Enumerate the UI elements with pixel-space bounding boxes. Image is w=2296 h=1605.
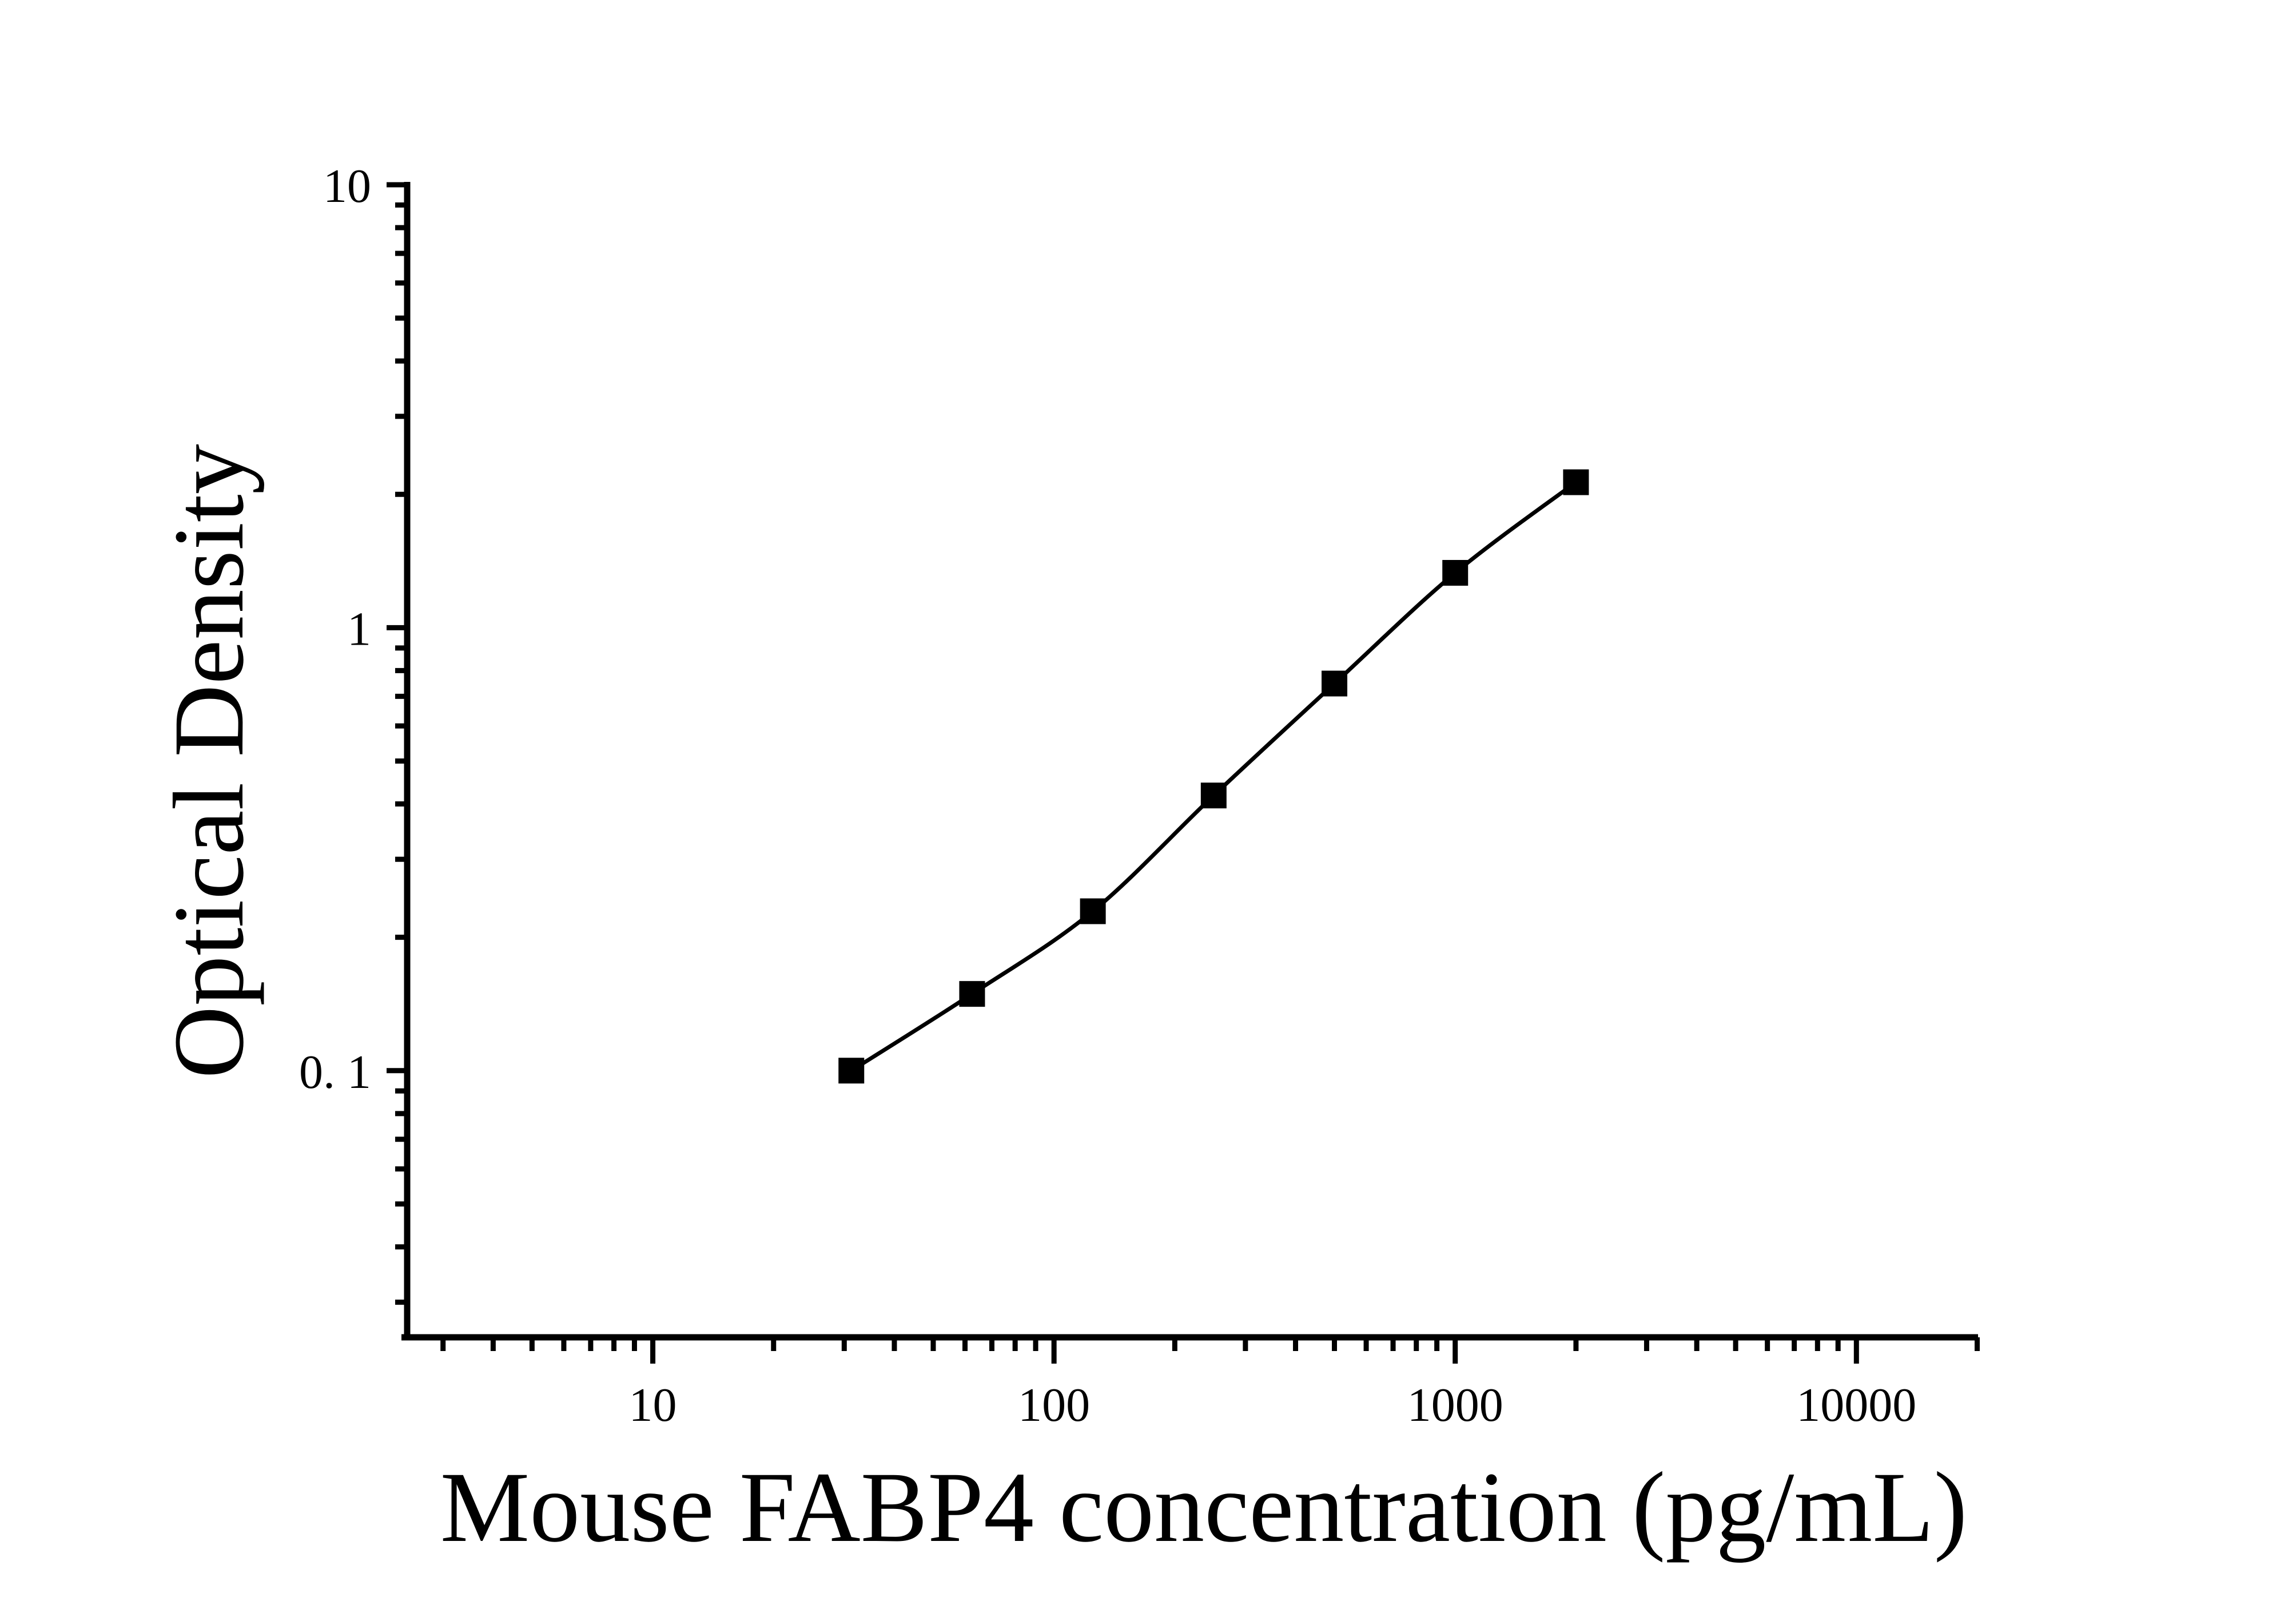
data-point-marker (1563, 469, 1589, 495)
data-point-marker (959, 981, 985, 1007)
x-tick-label: 1000 (1407, 1378, 1503, 1432)
data-point-marker (838, 1058, 865, 1084)
y-tick-label: 0. 1 (299, 1046, 371, 1099)
y-tick-label: 1 (347, 602, 371, 655)
x-tick-label: 100 (1018, 1378, 1090, 1432)
data-point-marker (1080, 898, 1106, 924)
x-tick-labels: 10 100 1000 10000 (629, 1378, 1917, 1432)
data-point-markers (838, 469, 1589, 1084)
data-point-marker (1322, 670, 1348, 697)
data-point-marker (1200, 782, 1227, 809)
x-axis-title: Mouse FABP4 concentration (pg/mL) (440, 1452, 1968, 1563)
y-major-ticks (387, 182, 407, 1074)
x-tick-label: 10 (629, 1378, 677, 1432)
x-tick-label: 10000 (1796, 1378, 1916, 1432)
data-point-marker (1442, 559, 1469, 586)
y-tick-labels: 10 1 0. 1 (299, 160, 371, 1099)
y-tick-label: 10 (323, 160, 371, 213)
y-axis-title: Optical Density (153, 444, 265, 1079)
x-major-ticks (650, 1337, 1859, 1364)
